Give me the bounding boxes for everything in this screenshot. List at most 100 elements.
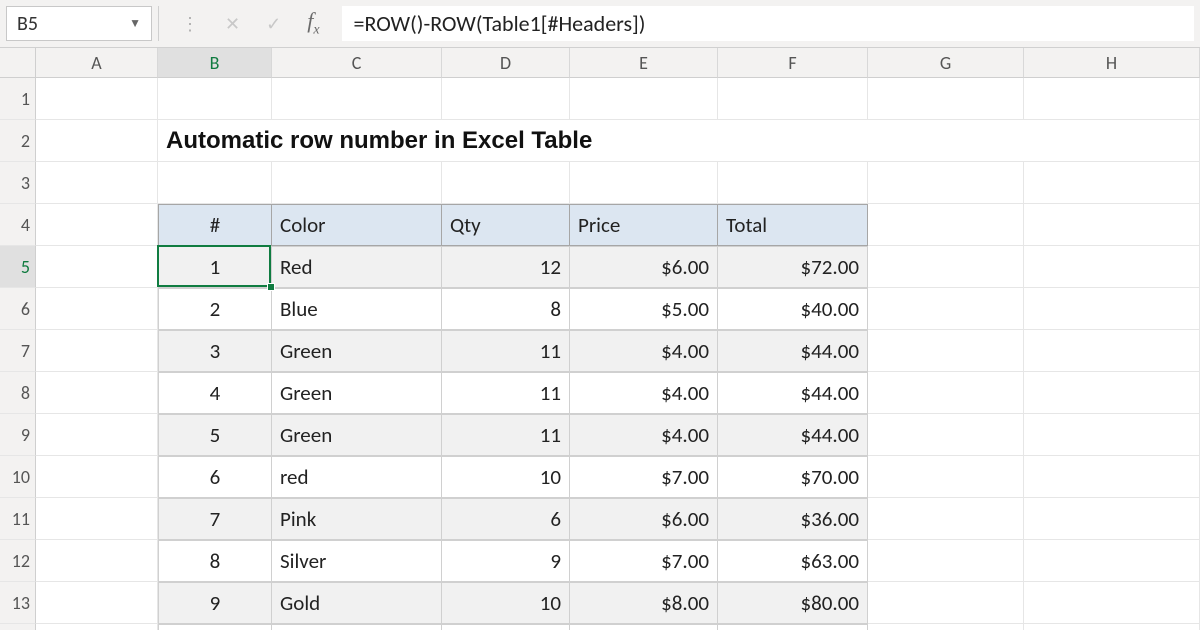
table-cell-num[interactable]: 7 — [158, 498, 272, 540]
cell-A12[interactable] — [36, 540, 158, 582]
cell-G9[interactable] — [868, 414, 1024, 456]
cell-H13[interactable] — [1024, 582, 1200, 624]
row-header-2[interactable]: 2 — [0, 120, 36, 162]
table-cell-price[interactable]: $5.00 — [570, 288, 718, 330]
table-cell-total[interactable]: $44.00 — [718, 414, 868, 456]
cell-B3[interactable] — [158, 162, 272, 204]
cell-H3[interactable] — [1024, 162, 1200, 204]
table-cell-price[interactable]: $4.00 — [570, 330, 718, 372]
table-cell-qty[interactable]: 11 — [442, 330, 570, 372]
table-cell-num[interactable]: 5 — [158, 414, 272, 456]
table-header-num[interactable]: # — [158, 204, 272, 246]
table-cell-qty[interactable]: 10 — [442, 582, 570, 624]
cell-G11[interactable] — [868, 498, 1024, 540]
table-cell-total[interactable]: $70.00 — [718, 456, 868, 498]
table-cell-total[interactable]: $40.00 — [718, 288, 868, 330]
table-cell-total[interactable]: $44.00 — [718, 372, 868, 414]
cell-A7[interactable] — [36, 330, 158, 372]
row-header-8[interactable]: 8 — [0, 372, 36, 414]
cell-A9[interactable] — [36, 414, 158, 456]
column-header-C[interactable]: C — [272, 48, 442, 78]
cell-A1[interactable] — [36, 78, 158, 120]
cell-A14[interactable] — [36, 624, 158, 630]
cell-H6[interactable] — [1024, 288, 1200, 330]
table-cell-qty[interactable]: 10 — [442, 456, 570, 498]
row-header-14[interactable]: 14 — [0, 624, 36, 630]
table-cell-color[interactable]: Green — [272, 330, 442, 372]
cell-H11[interactable] — [1024, 498, 1200, 540]
table-cell-qty[interactable]: 8 — [442, 288, 570, 330]
table-cell-color[interactable]: red — [272, 456, 442, 498]
table-cell-num[interactable]: 3 — [158, 330, 272, 372]
table-cell-price[interactable]: $6.00 — [570, 498, 718, 540]
table-cell-price[interactable]: $6.00 — [570, 246, 718, 288]
cell-G4[interactable] — [868, 204, 1024, 246]
cells-area[interactable]: Automatic row number in Excel Table#Colo… — [36, 78, 1200, 630]
cell-D3[interactable] — [442, 162, 570, 204]
table-cell-color[interactable]: Silver — [272, 540, 442, 582]
table-header-qty[interactable]: Qty — [442, 204, 570, 246]
cell-F1[interactable] — [718, 78, 868, 120]
cell-G7[interactable] — [868, 330, 1024, 372]
table-cell-num[interactable]: 1 — [158, 246, 272, 288]
table-cell-total[interactable]: $80.00 — [718, 624, 868, 630]
table-cell-num[interactable]: 8 — [158, 540, 272, 582]
table-cell-qty[interactable]: 10 — [442, 624, 570, 630]
formula-input[interactable]: =ROW()-ROW(Table1[#Headers]) — [342, 6, 1194, 41]
cell-G13[interactable] — [868, 582, 1024, 624]
cell-H12[interactable] — [1024, 540, 1200, 582]
column-header-A[interactable]: A — [36, 48, 158, 78]
cell-G14[interactable] — [868, 624, 1024, 630]
table-cell-total[interactable]: $72.00 — [718, 246, 868, 288]
table-cell-color[interactable]: Green — [272, 372, 442, 414]
page-title[interactable]: Automatic row number in Excel Table — [158, 120, 1200, 162]
cell-G6[interactable] — [868, 288, 1024, 330]
cell-H8[interactable] — [1024, 372, 1200, 414]
table-cell-num[interactable]: 6 — [158, 456, 272, 498]
table-cell-total[interactable]: $44.00 — [718, 330, 868, 372]
cell-G12[interactable] — [868, 540, 1024, 582]
table-cell-qty[interactable]: 9 — [442, 540, 570, 582]
table-header-total[interactable]: Total — [718, 204, 868, 246]
column-header-G[interactable]: G — [868, 48, 1024, 78]
select-all-corner[interactable] — [0, 48, 36, 78]
table-cell-price[interactable]: $8.00 — [570, 582, 718, 624]
cell-A6[interactable] — [36, 288, 158, 330]
row-header-4[interactable]: 4 — [0, 204, 36, 246]
table-cell-price[interactable]: $8.00 — [570, 624, 718, 630]
row-header-13[interactable]: 13 — [0, 582, 36, 624]
row-header-9[interactable]: 9 — [0, 414, 36, 456]
table-cell-color[interactable]: Green — [272, 414, 442, 456]
cell-G5[interactable] — [868, 246, 1024, 288]
table-cell-color[interactable]: Red — [272, 246, 442, 288]
table-cell-num[interactable]: 10 — [158, 624, 272, 630]
table-cell-price[interactable]: $7.00 — [570, 456, 718, 498]
cell-C1[interactable] — [272, 78, 442, 120]
cell-E3[interactable] — [570, 162, 718, 204]
cell-H10[interactable] — [1024, 456, 1200, 498]
cancel-icon[interactable]: ✕ — [225, 13, 240, 35]
row-header-7[interactable]: 7 — [0, 330, 36, 372]
row-header-3[interactable]: 3 — [0, 162, 36, 204]
table-cell-total[interactable]: $63.00 — [718, 540, 868, 582]
chevron-down-icon[interactable]: ▼ — [129, 16, 141, 31]
cell-H4[interactable] — [1024, 204, 1200, 246]
table-header-price[interactable]: Price — [570, 204, 718, 246]
row-header-5[interactable]: 5 — [0, 246, 36, 288]
cell-A11[interactable] — [36, 498, 158, 540]
row-header-1[interactable]: 1 — [0, 78, 36, 120]
row-header-10[interactable]: 10 — [0, 456, 36, 498]
cell-G10[interactable] — [868, 456, 1024, 498]
table-cell-qty[interactable]: 12 — [442, 246, 570, 288]
table-cell-qty[interactable]: 6 — [442, 498, 570, 540]
table-cell-price[interactable]: $7.00 — [570, 540, 718, 582]
table-cell-price[interactable]: $4.00 — [570, 414, 718, 456]
cell-H5[interactable] — [1024, 246, 1200, 288]
cell-A3[interactable] — [36, 162, 158, 204]
fx-icon[interactable]: fx — [307, 8, 319, 38]
column-header-E[interactable]: E — [570, 48, 718, 78]
table-cell-qty[interactable]: 11 — [442, 372, 570, 414]
row-header-12[interactable]: 12 — [0, 540, 36, 582]
name-box[interactable]: B5 ▼ — [6, 6, 152, 41]
table-cell-num[interactable]: 4 — [158, 372, 272, 414]
